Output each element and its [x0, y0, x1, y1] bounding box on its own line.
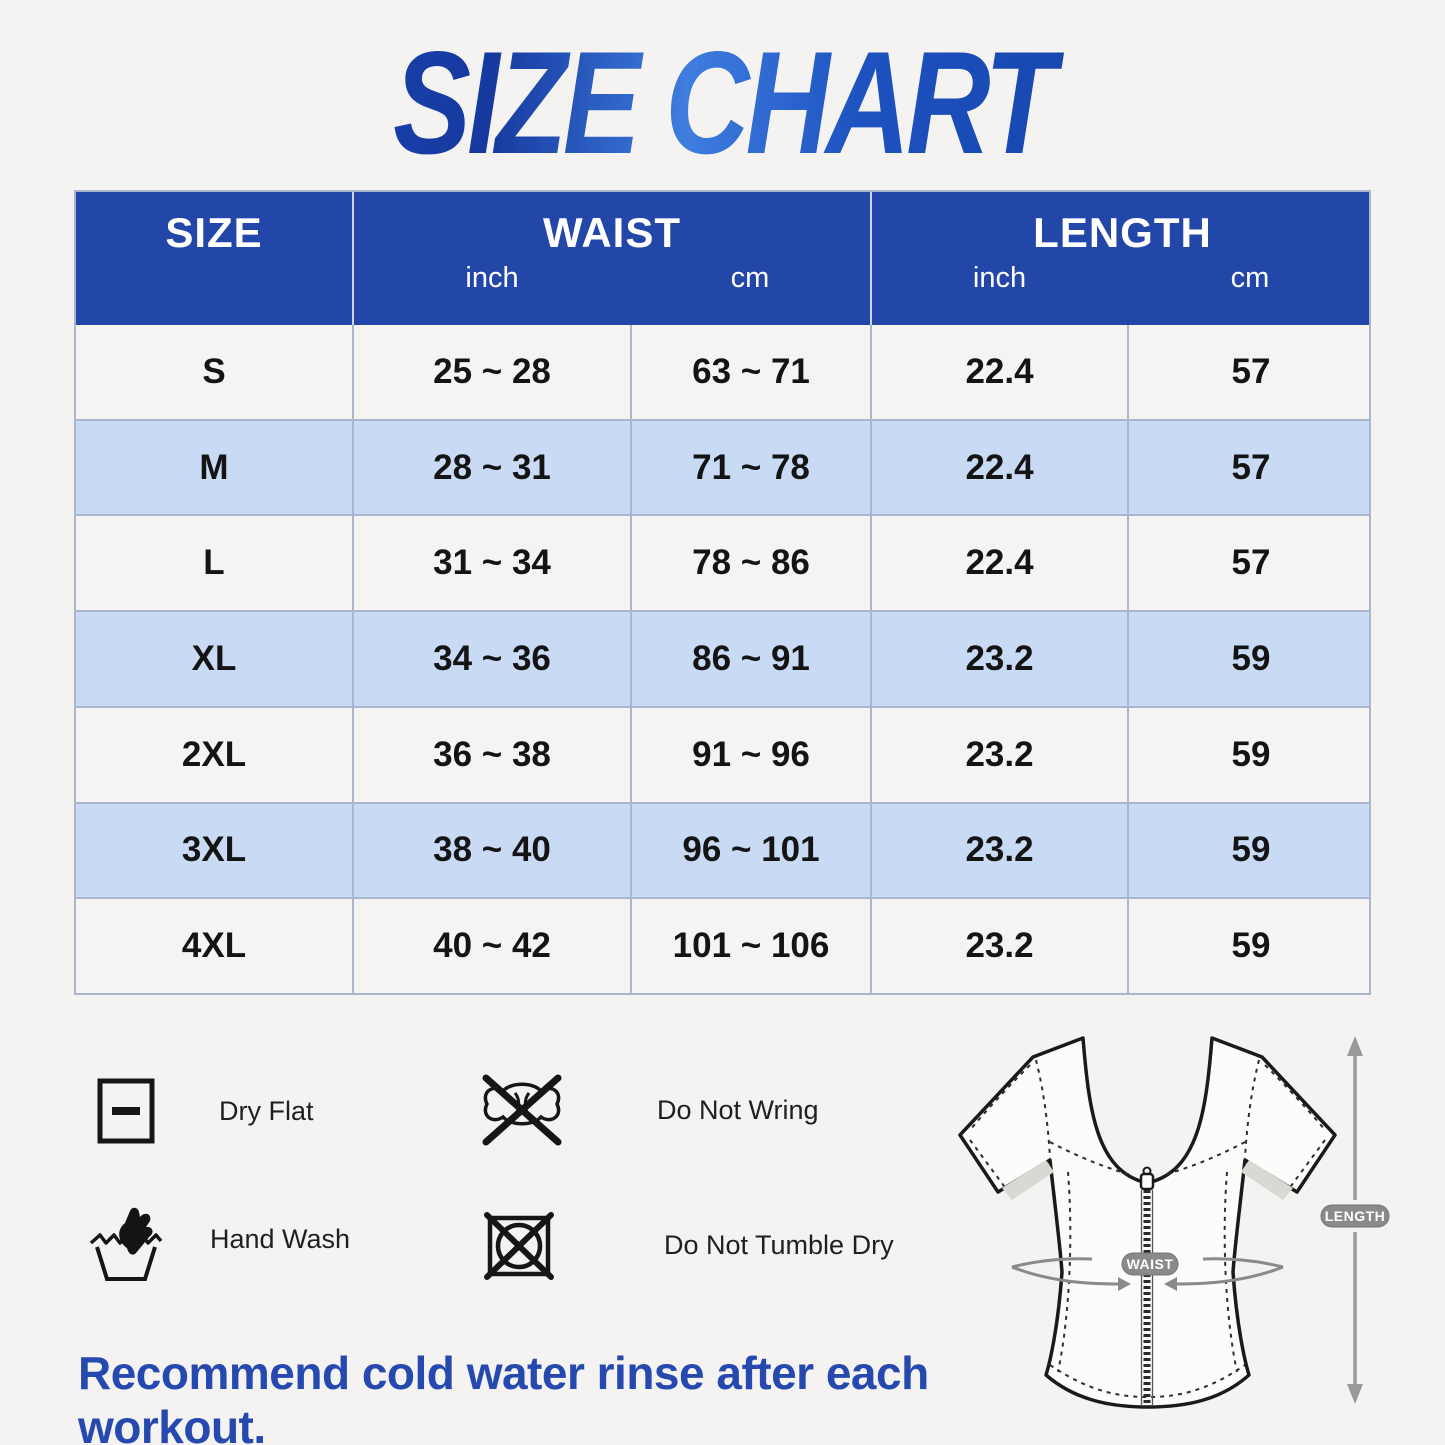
table-row: S 25 ~ 28 63 ~ 71 22.4 57 — [76, 325, 1369, 419]
length-inch-cell: 22.4 — [870, 325, 1127, 419]
size-table: SIZE WAIST inch cm LENGTH inch cm S — [74, 190, 1371, 995]
length-cm-cell: 59 — [1127, 803, 1373, 898]
length-cm-cell: 57 — [1127, 325, 1373, 419]
waist-inch-cell: 40 ~ 42 — [352, 899, 630, 994]
waist-inch-cell: 25 ~ 28 — [352, 325, 630, 419]
care-item-do-not-wring: Do Not Wring — [477, 1072, 819, 1148]
table-row: 4XL 40 ~ 42 101 ~ 106 23.2 59 — [76, 897, 1369, 994]
size-cell: 4XL — [181, 926, 247, 966]
size-cell: XL — [191, 639, 237, 679]
header-size-cell: SIZE — [76, 192, 352, 325]
length-cm-cell: 57 — [1127, 420, 1373, 515]
dry-flat-icon — [97, 1078, 219, 1144]
length-badge — [1320, 1204, 1390, 1228]
length-inch-cell: 22.4 — [870, 516, 1127, 611]
care-label: Do Not Tumble Dry — [664, 1229, 894, 1260]
header-length-label: LENGTH — [1033, 209, 1212, 256]
length-cm-cell: 57 — [1127, 516, 1373, 611]
length-cm-cell: 59 — [1127, 707, 1373, 802]
waist-cm-cell: 86 ~ 91 — [630, 612, 870, 706]
table-row: XL 34 ~ 36 86 ~ 91 23.2 59 — [76, 610, 1369, 706]
waist-inch-cell: 36 ~ 38 — [352, 707, 630, 802]
waist-cm-cell: 71 ~ 78 — [630, 420, 870, 515]
length-inch-cell: 22.4 — [870, 420, 1127, 515]
hand-wash-icon — [88, 1196, 210, 1282]
length-inch-cell: 23.2 — [870, 803, 1127, 898]
waist-cm-cell: 101 ~ 106 — [630, 899, 870, 994]
length-inch-cell: 23.2 — [870, 899, 1127, 994]
header-length-inch-label: inch — [972, 261, 1027, 294]
waist-badge — [1121, 1252, 1179, 1276]
table-row: 2XL 36 ~ 38 91 ~ 96 23.2 59 — [76, 705, 1369, 802]
waist-cm-cell: 96 ~ 101 — [630, 803, 870, 898]
size-cell: L — [203, 543, 225, 583]
length-cm-cell: 59 — [1127, 612, 1373, 706]
length-badge-label: LENGTH — [1325, 1208, 1386, 1224]
do-not-tumble-dry-icon — [484, 1206, 664, 1284]
size-cell: S — [202, 351, 226, 391]
header-length-cell: LENGTH inch cm — [870, 192, 1373, 325]
size-cell: 2XL — [181, 734, 247, 774]
waist-cm-cell: 78 ~ 86 — [630, 516, 870, 611]
waist-cm-cell: 91 ~ 96 — [630, 707, 870, 802]
header-waist-inch-label: inch — [465, 261, 519, 294]
header-size-label: SIZE — [165, 209, 263, 256]
waist-badge-label: WAIST — [1127, 1256, 1174, 1272]
waist-inch-cell: 38 ~ 40 — [352, 803, 630, 898]
garment-measurement-diagram: WAIST LENGTH — [958, 1036, 1390, 1409]
care-label: Do Not Wring — [657, 1094, 819, 1125]
table-row: L 31 ~ 34 78 ~ 86 22.4 57 — [76, 514, 1369, 611]
waist-arrows — [1011, 1257, 1284, 1286]
care-item-hand-wash: Hand Wash — [88, 1196, 350, 1282]
length-inch-cell: 23.2 — [870, 707, 1127, 802]
care-label: Dry Flat — [219, 1095, 314, 1126]
waist-inch-cell: 31 ~ 34 — [352, 516, 630, 611]
waist-inch-cell: 28 ~ 31 — [352, 420, 630, 515]
waist-inch-cell: 34 ~ 36 — [352, 612, 630, 706]
header-waist-label: WAIST — [543, 209, 681, 256]
size-table-body: S 25 ~ 28 63 ~ 71 22.4 57 M 28 ~ 31 71 ~… — [76, 325, 1369, 994]
length-cm-cell: 59 — [1127, 899, 1373, 994]
size-cell: M — [199, 447, 229, 487]
footer-note: Recommend cold water rinse after each wo… — [78, 1347, 929, 1445]
do-not-wring-icon — [477, 1072, 657, 1148]
table-row: M 28 ~ 31 71 ~ 78 22.4 57 — [76, 418, 1369, 515]
care-item-do-not-tumble-dry: Do Not Tumble Dry — [484, 1206, 894, 1284]
care-label: Hand Wash — [210, 1223, 351, 1254]
header-waist-cm-label: cm — [730, 261, 770, 294]
care-item-dry-flat: Dry Flat — [97, 1078, 314, 1144]
length-inch-cell: 23.2 — [870, 612, 1127, 706]
size-cell: 3XL — [181, 830, 247, 870]
page-title: SIZE CHART — [145, 28, 1301, 178]
size-table-header: SIZE WAIST inch cm LENGTH inch cm — [76, 192, 1369, 325]
waist-cm-cell: 63 ~ 71 — [630, 325, 870, 419]
header-waist-cell: WAIST inch cm — [352, 192, 870, 325]
header-length-cm-label: cm — [1230, 261, 1270, 294]
table-row: 3XL 38 ~ 40 96 ~ 101 23.2 59 — [76, 801, 1369, 898]
